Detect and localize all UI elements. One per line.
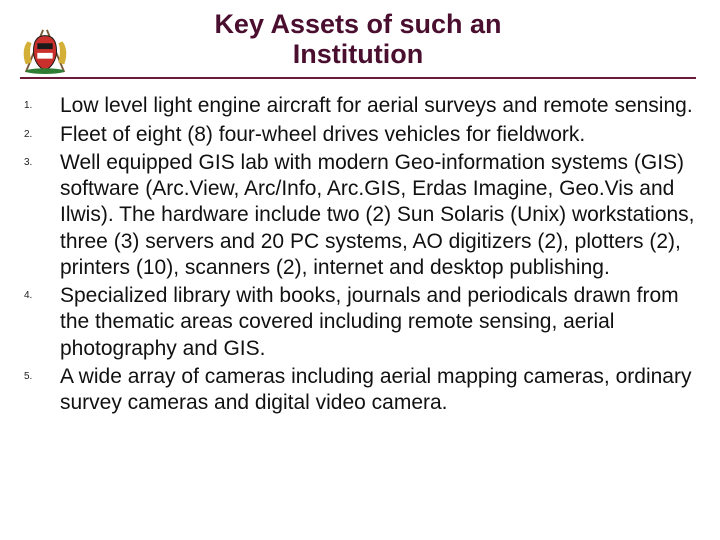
item-text: Specialized library with books, journals… <box>60 283 696 362</box>
list-item: 4. Specialized library with books, journ… <box>20 283 696 362</box>
list-item: 2. Fleet of eight (8) four-wheel drives … <box>20 122 696 148</box>
title-line-1: Key Assets of such an <box>20 10 696 40</box>
slide-title: Key Assets of such an Institution <box>20 10 696 79</box>
assets-list: 1. Low level light engine aircraft for a… <box>20 93 696 416</box>
item-text: A wide array of cameras including aerial… <box>60 364 696 417</box>
item-number: 2. <box>20 122 60 140</box>
list-item: 3. Well equipped GIS lab with modern Geo… <box>20 150 696 281</box>
list-item: 1. Low level light engine aircraft for a… <box>20 93 696 119</box>
coat-of-arms-icon <box>16 26 74 74</box>
item-number: 5. <box>20 364 60 382</box>
title-line-2: Institution <box>20 40 696 70</box>
item-text: Fleet of eight (8) four-wheel drives veh… <box>60 122 696 148</box>
item-text: Well equipped GIS lab with modern Geo-in… <box>60 150 696 281</box>
item-text: Low level light engine aircraft for aeri… <box>60 93 696 119</box>
item-number: 1. <box>20 93 60 111</box>
list-item: 5. A wide array of cameras including aer… <box>20 364 696 417</box>
item-number: 3. <box>20 150 60 168</box>
slide: Key Assets of such an Institution 1. Low… <box>0 0 720 540</box>
item-number: 4. <box>20 283 60 301</box>
